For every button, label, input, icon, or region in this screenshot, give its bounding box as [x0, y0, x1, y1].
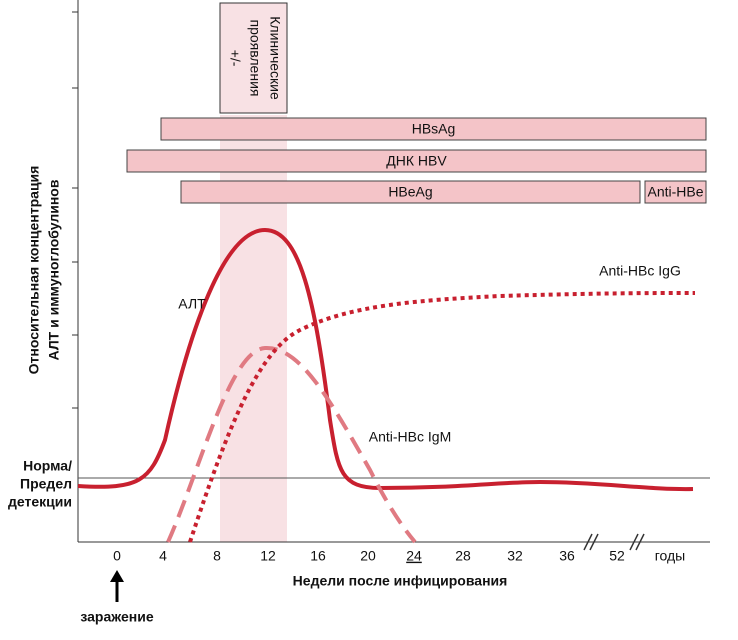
curve-label: Anti-HBc IgM: [369, 429, 451, 445]
x-tick-label: 0: [113, 548, 121, 564]
x-tick-label: 28: [455, 548, 471, 564]
x-tick-label: годы: [655, 548, 686, 564]
x-tick-label: 32: [507, 548, 523, 564]
marker-label: ДНК HBV: [386, 153, 447, 169]
x-tick-label: 24: [406, 548, 422, 564]
alt-curve: [77, 227, 694, 492]
clinical-line: проявления: [247, 20, 263, 97]
x-tick-label: 4: [159, 548, 167, 564]
clinical-box-text: Клинические проявления +/-: [227, 16, 283, 100]
igm-curve: [166, 345, 417, 544]
infection-label: заражение: [80, 609, 153, 625]
clinical-box: [219, 2, 288, 114]
marker-bar: [180, 180, 641, 204]
norm-label: Норма/: [23, 458, 72, 474]
marker-label: Anti-HBe: [647, 184, 703, 200]
y-title-line: Относительная концентрация: [26, 166, 42, 375]
curve-label: АЛТ: [178, 296, 206, 312]
clinical-line: +/-: [227, 50, 243, 67]
x-tick-label: 36: [559, 548, 575, 564]
norm-label: Предел: [20, 476, 72, 492]
marker-bar: [126, 149, 707, 173]
x-tick-label: 16: [310, 548, 326, 564]
marker-bar: [160, 117, 707, 141]
marker-bar: [644, 180, 707, 204]
igg-curve: [188, 291, 696, 543]
x-tick-label: 20: [360, 548, 376, 564]
norm-label: детекции: [8, 494, 72, 510]
x-tick-label: 12: [260, 548, 276, 564]
marker-label: HBeAg: [388, 184, 432, 200]
y-title-line: АЛТ и иммуноглобулинов: [46, 179, 62, 360]
curve-label: Anti-HBc IgG: [599, 263, 681, 279]
x-tick-label: 52: [609, 548, 625, 564]
x-tick-label: 8: [213, 548, 221, 564]
y-axis-ticks: [72, 11, 78, 409]
axis-breaks: [583, 533, 645, 551]
y-axis-title: Относительная концентрация АЛТ и иммуног…: [26, 166, 62, 375]
marker-label: HBsAg: [412, 121, 456, 137]
clinical-line: Клинические: [267, 16, 283, 100]
x-axis-title: Недели после инфицирования: [293, 573, 508, 589]
infection-arrow-head: [110, 570, 124, 582]
